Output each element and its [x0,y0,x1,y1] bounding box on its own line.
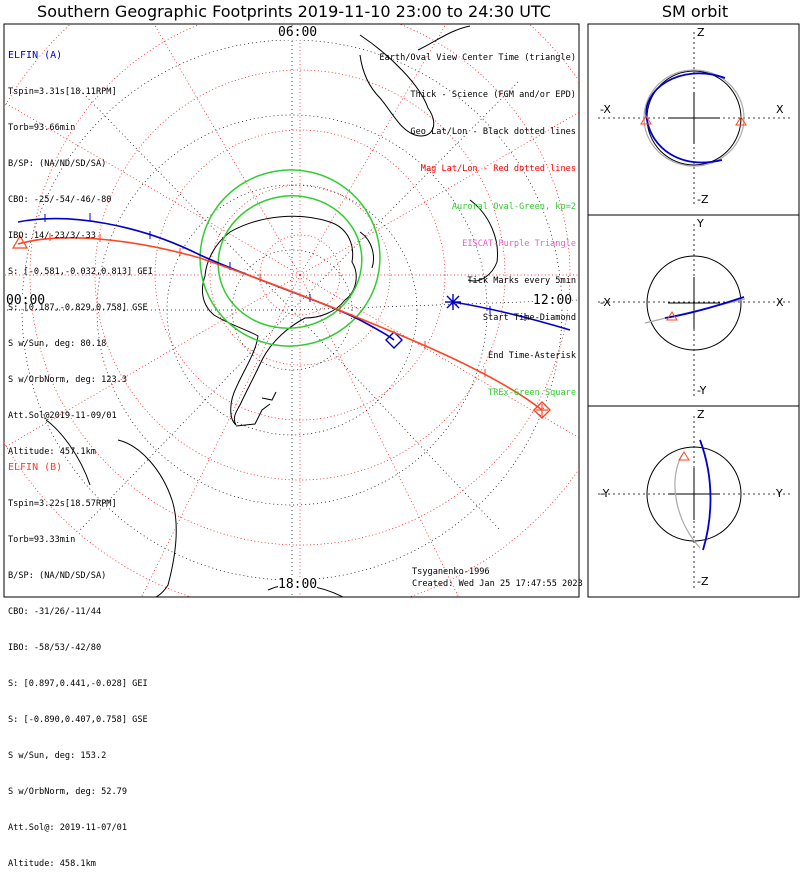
model-credit: Tsyganenko-1996 [412,567,490,577]
sm-panel1-right-label: X [776,103,784,116]
sm-panel2-right-label: X [776,296,784,309]
coastlines [45,25,499,597]
sm-frame [587,23,800,598]
elfin-a-line: Altitude: 457.1km [8,447,96,457]
legend-item: Auroral Oval-Green, kp=2 [451,201,576,212]
sm-panel-yz [598,416,792,588]
auroral-oval [199,169,381,347]
elfin-b-line: Tspin=3.22s[18.57RPM] [8,499,117,509]
sm-panel2-top-label: Y [697,217,704,230]
elfin-b-line: S: [-0.890,0.407,0.758] GSE [8,715,148,725]
sm-panel3-left-label: -Y [600,487,610,500]
elfin-a-line: S: [0.187,-0.829,0.758] GSE [8,303,148,313]
elfin-a-line: Torb=93.66min [8,123,76,133]
created-timestamp: Created: Wed Jan 25 17:47:55 2023 [412,579,583,589]
sm-panel1-bottom-label: -Z [697,193,709,206]
time-label-bottom: 18:00 [278,577,318,592]
elfin-a-line: S w/Sun, deg: 80.18 [8,339,107,349]
elfin-a-line: S w/OrbNorm, deg: 123.3 [8,375,127,385]
legend-item: Tick Marks every 5min [467,276,576,287]
sm-panel2-left-label: -X [600,296,611,309]
elfin-b-name: ELFIN (B) [8,462,63,473]
elfin-b-line: B/SP: (NA/ND/SD/SA) [8,571,107,581]
sm-panel-xy [598,224,792,396]
legend-item: TREx-Green Square [488,387,576,398]
legend: Earth/Oval View Center Time (triangle) T… [379,27,576,412]
legend-item: Earth/Oval View Center Time (triangle) [379,52,576,63]
sm-panel3-top-label: Z [697,408,705,421]
legend-item: Start Time-Diamond [482,313,576,324]
elfin-b-line: CBO: -31/26/-11/44 [8,607,102,617]
sm-panel-xz [598,32,792,204]
legend-item: Mag Lat/Lon - Red dotted lines [420,164,576,175]
sm-orbit-title: SM orbit [661,2,729,21]
elfin-a-name: ELFIN (A) [8,50,63,61]
elfin-a-line: B/SP: (NA/ND/SD/SA) [8,159,107,169]
elfin-a-info: ELFIN (A) Tspin=3.31s[18.11RPM] Torb=93.… [8,26,153,470]
legend-item: Geo Lat/Lon - Black dotted lines [410,127,576,138]
footprint-figure [3,23,800,598]
sm-panel2-bottom-label: -Y [697,384,707,397]
sm-panel1-top-label: Z [697,26,705,39]
elfin-b-line: S w/Sun, deg: 153.2 [8,751,107,761]
sm-panel1-left-label: -X [600,103,611,116]
elfin-b-line: Altitude: 458.1km [8,859,96,869]
elfin-a-line: Tspin=3.31s[18.11RPM] [8,87,117,97]
sm-panel3-bottom-label: -Z [697,575,709,588]
time-label-right: 12:00 [533,293,573,308]
legend-item: EISCAT-Purple Triangle [462,238,576,249]
elfin-b-line: S: [0.897,0.441,-0.028] GEI [8,679,148,689]
elfin-b-line: S w/OrbNorm, deg: 52.79 [8,787,127,797]
elfin-b-line: Att.Sol@: 2019-11-07/01 [8,823,127,833]
elfin-b-line: IBO: -58/53/-42/80 [8,643,102,653]
elfin-b-track [11,233,551,419]
elfin-b-line: Torb=93.33min [8,535,76,545]
time-label-top: 06:00 [278,25,318,40]
elfin-b-info: ELFIN (B) Tspin=3.22s[18.57RPM] Torb=93.… [8,438,148,882]
legend-item: Thick - Science (FGM and/or EPD) [410,90,576,101]
elfin-a-line: CBO: -25/-54/-46/-80 [8,195,112,205]
elfin-a-line: Att.Sol@2019-11-09/01 [8,411,117,421]
legend-item: End Time-Asterisk [488,350,576,361]
elfin-a-line: S: [-0.581,-0.032,0.813] GEI [8,267,153,277]
page-title: Southern Geographic Footprints 2019-11-1… [37,2,551,21]
sm-panel3-right-label: Y [776,487,783,500]
map-frame [3,23,580,598]
time-label-left: 00:00 [6,293,46,308]
elfin-a-line: IBO: 14/-23/3/-33 [8,231,96,241]
